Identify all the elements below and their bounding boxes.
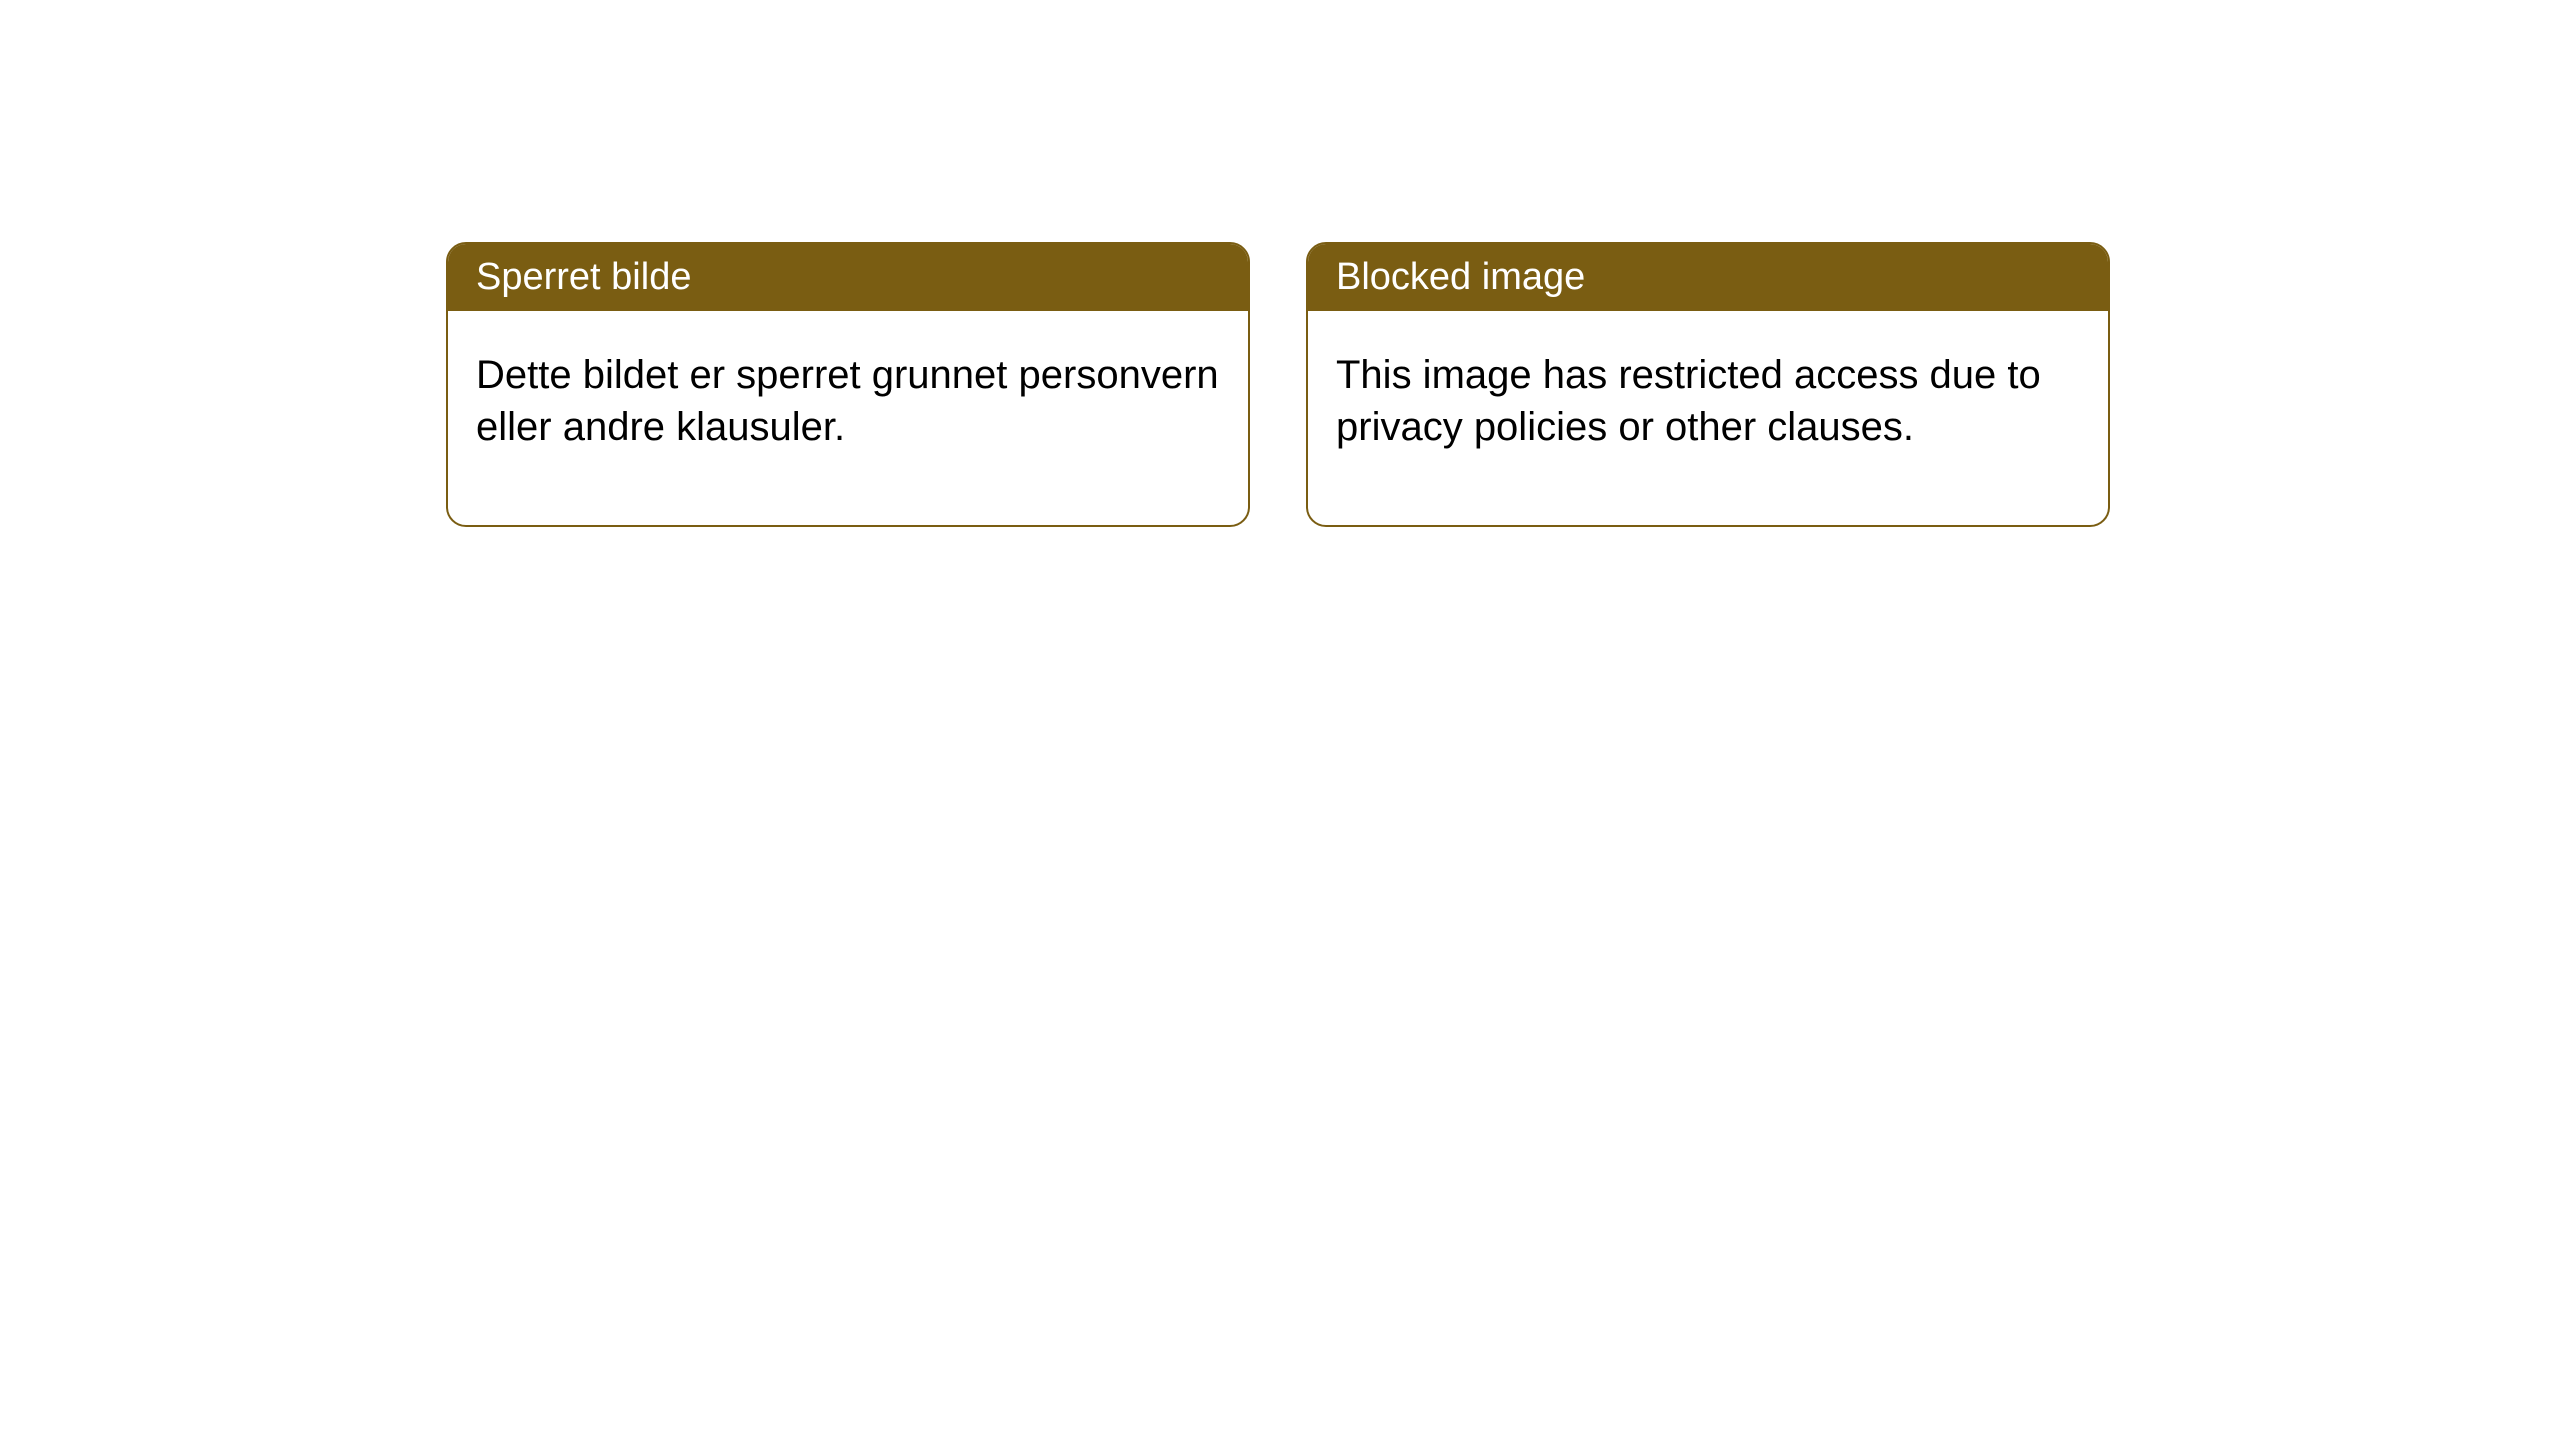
notice-container: Sperret bilde Dette bildet er sperret gr… (0, 0, 2560, 527)
notice-title: Blocked image (1336, 256, 1585, 298)
notice-header: Sperret bilde (448, 244, 1248, 311)
notice-title: Sperret bilde (476, 256, 691, 298)
notice-card-english: Blocked image This image has restricted … (1306, 242, 2110, 527)
notice-header: Blocked image (1308, 244, 2108, 311)
notice-body: This image has restricted access due to … (1308, 311, 2108, 525)
notice-body-text: This image has restricted access due to … (1336, 353, 2041, 449)
notice-body-text: Dette bildet er sperret grunnet personve… (476, 353, 1219, 449)
notice-card-norwegian: Sperret bilde Dette bildet er sperret gr… (446, 242, 1250, 527)
notice-body: Dette bildet er sperret grunnet personve… (448, 311, 1248, 525)
